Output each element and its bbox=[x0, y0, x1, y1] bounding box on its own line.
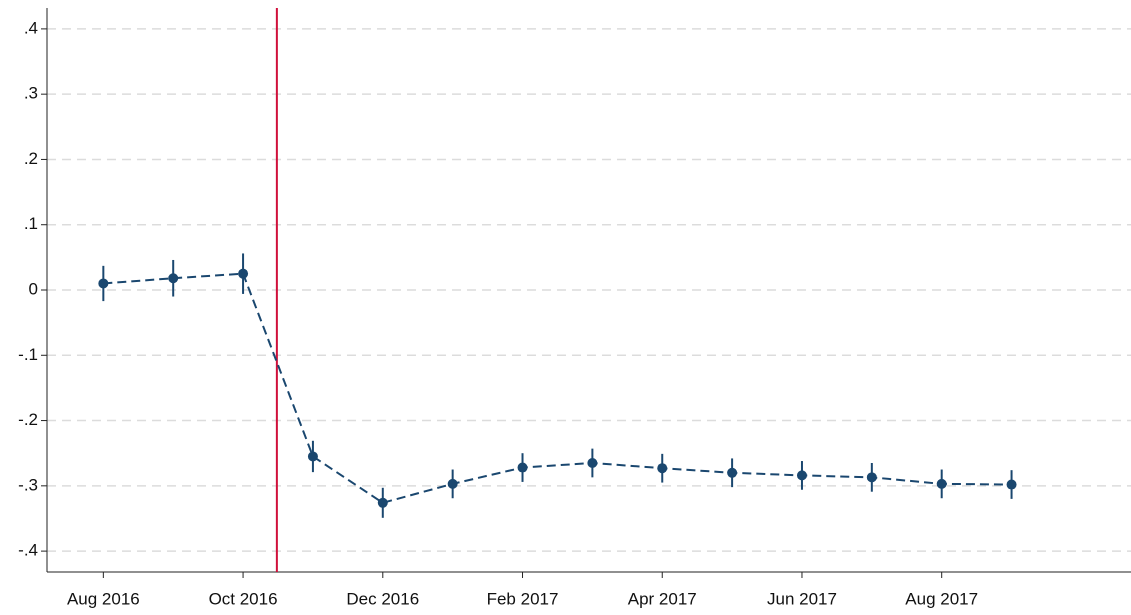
point bbox=[98, 278, 109, 289]
point bbox=[1006, 479, 1017, 490]
point bbox=[657, 463, 668, 474]
point bbox=[447, 478, 458, 489]
x-tick-label: Aug 2017 bbox=[905, 589, 978, 608]
point bbox=[168, 273, 179, 284]
y-tick-label: .2 bbox=[24, 149, 38, 168]
x-tick-label: Feb 2017 bbox=[487, 589, 559, 608]
x-tick-label: Oct 2016 bbox=[209, 589, 278, 608]
y-tick-label: .4 bbox=[24, 18, 38, 37]
point bbox=[377, 497, 388, 508]
y-tick-label: -.4 bbox=[18, 541, 38, 560]
x-tick-label: Jun 2017 bbox=[767, 589, 837, 608]
y-tick-label: -.1 bbox=[18, 345, 38, 364]
point bbox=[307, 451, 318, 462]
point bbox=[796, 470, 807, 481]
y-tick-label: -.2 bbox=[18, 410, 38, 429]
x-tick-label: Aug 2016 bbox=[67, 589, 140, 608]
x-tick-label: Apr 2017 bbox=[628, 589, 697, 608]
y-tick-label: .3 bbox=[24, 84, 38, 103]
x-tick-label: Dec 2016 bbox=[346, 589, 419, 608]
series-line bbox=[103, 272, 1012, 504]
point bbox=[238, 268, 249, 279]
y-tick-label: -.3 bbox=[18, 475, 38, 494]
y-tick-label: 0 bbox=[29, 279, 38, 298]
point bbox=[727, 467, 738, 478]
point bbox=[866, 472, 877, 483]
y-tick-label: .1 bbox=[24, 214, 38, 233]
point bbox=[936, 478, 947, 489]
point bbox=[517, 462, 528, 473]
point bbox=[587, 457, 598, 468]
